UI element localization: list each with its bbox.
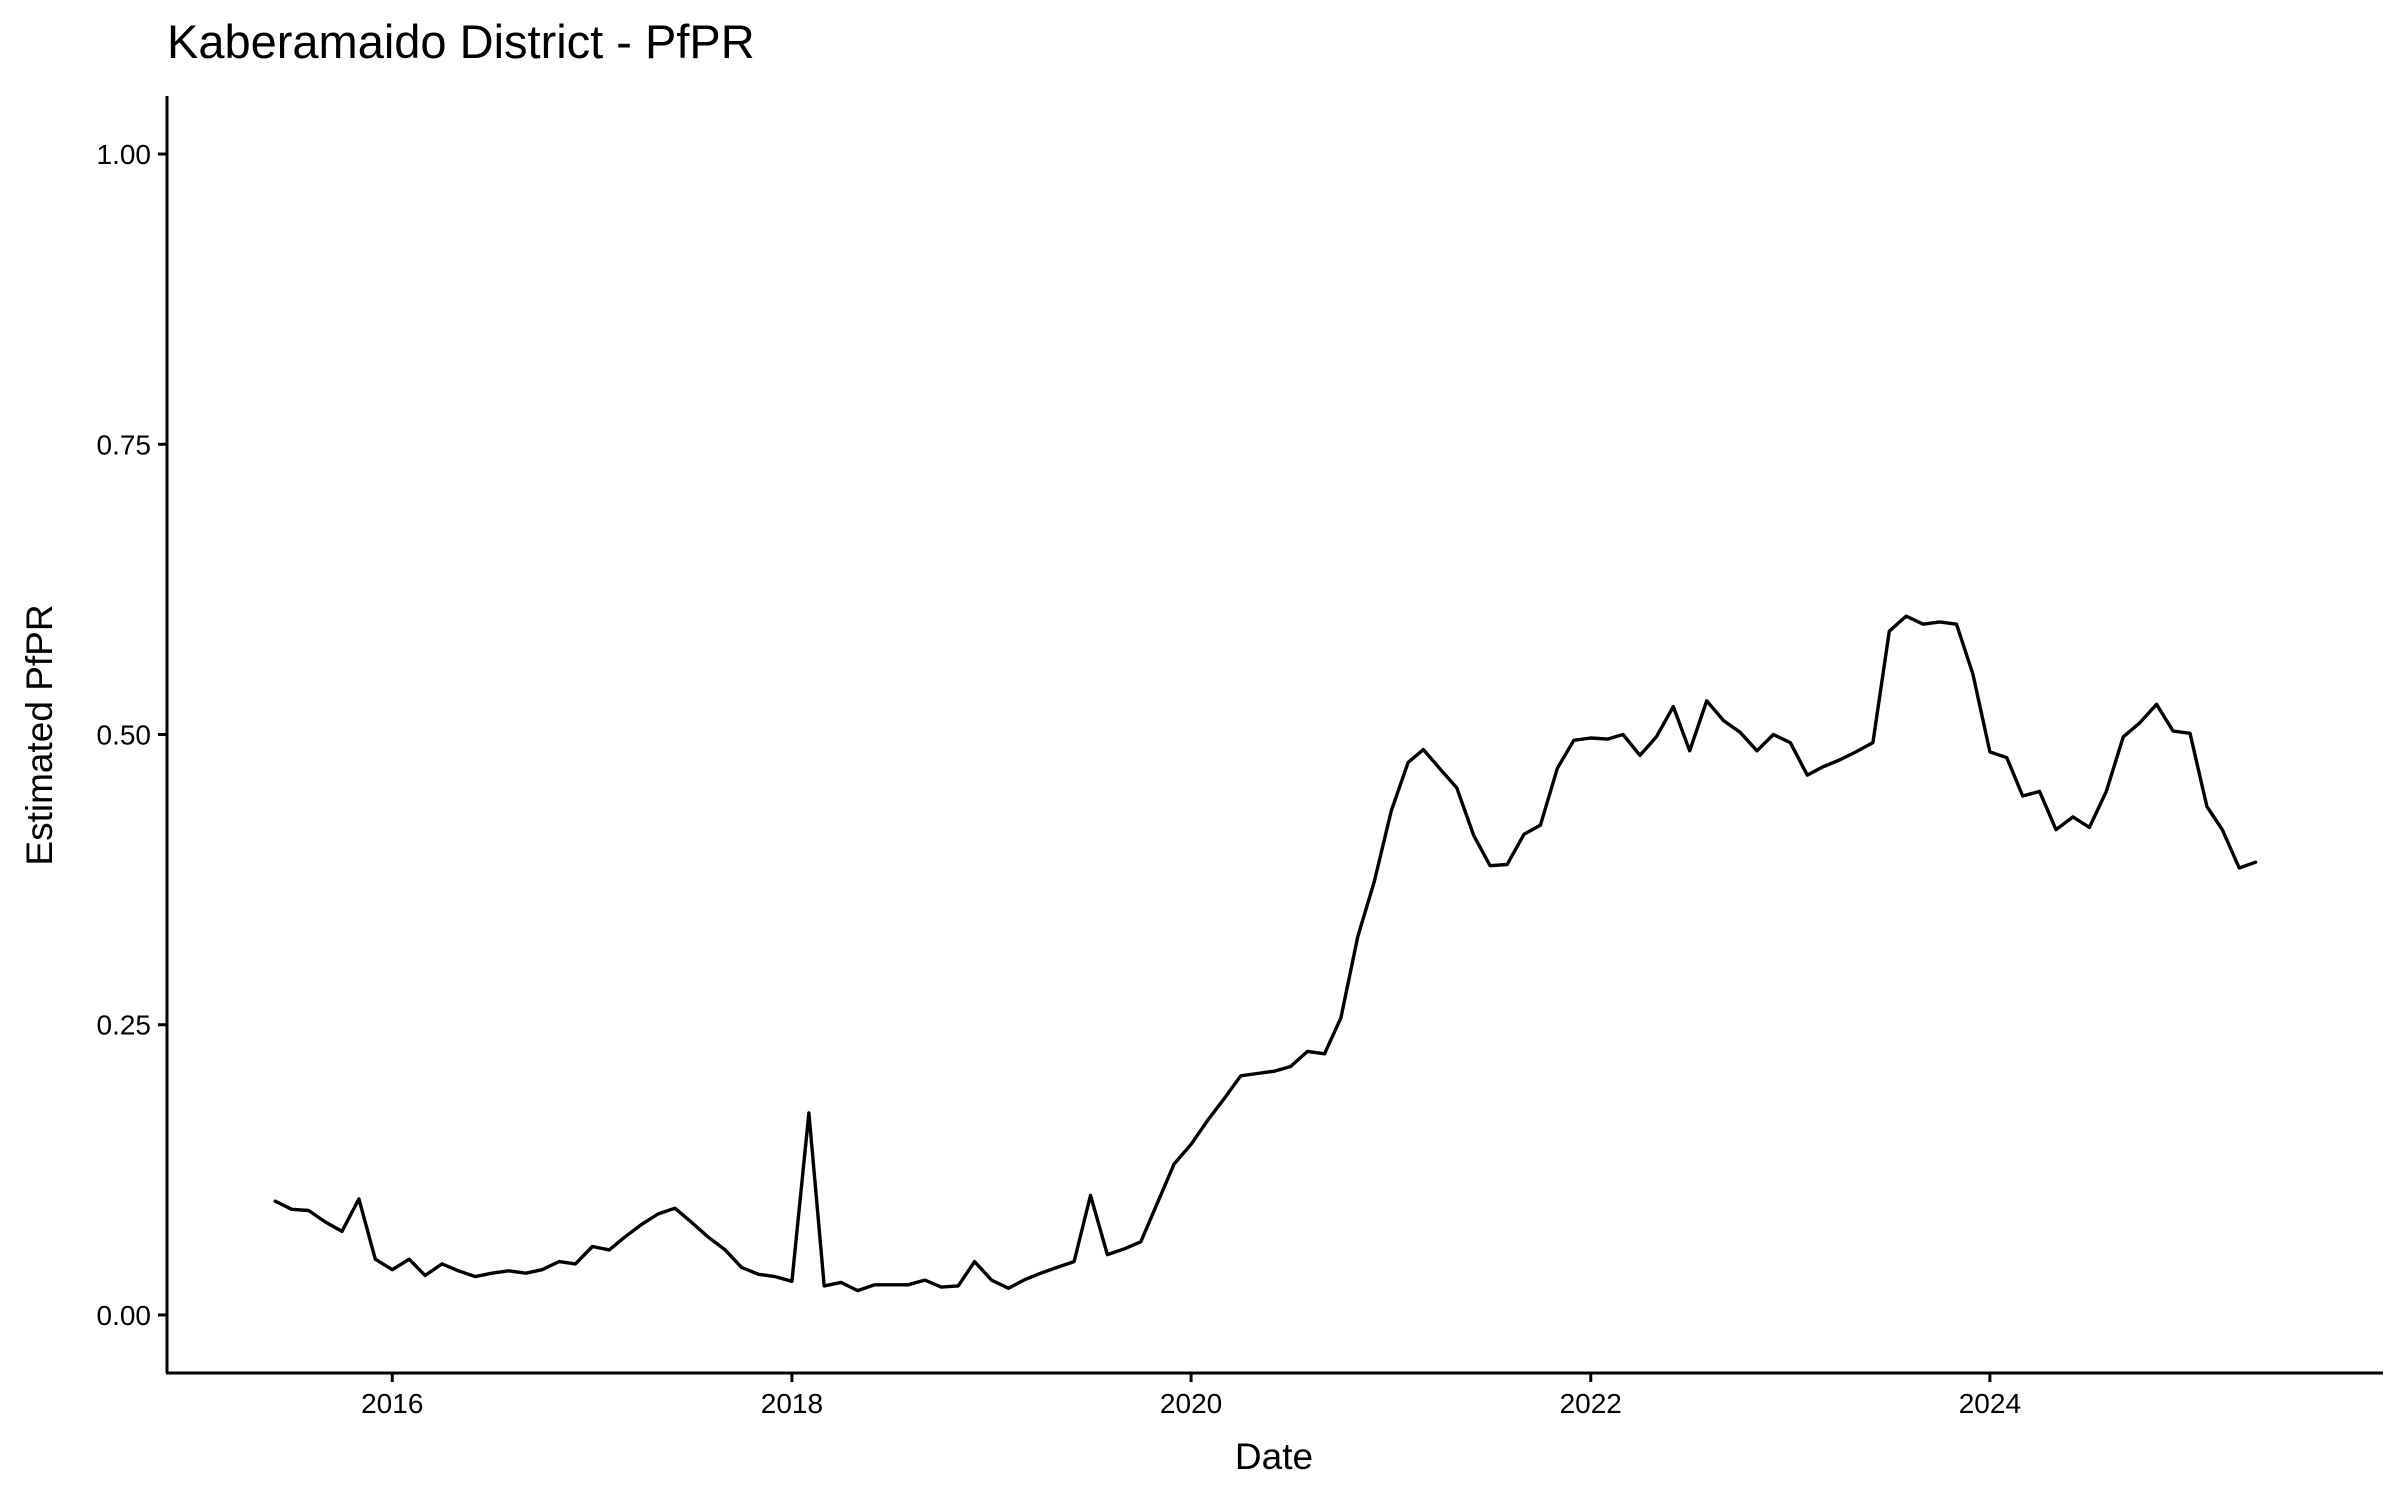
x-tick-label: 2020: [1160, 1388, 1222, 1419]
x-tick-label: 2022: [1560, 1388, 1622, 1419]
x-axis-ticks: 2016 2018 2020 2022 2024: [361, 1373, 2021, 1419]
series-line-pfpr: [273, 614, 2258, 1293]
y-axis-title: Estimated PfPR: [19, 604, 60, 865]
x-tick-label: 2016: [361, 1388, 423, 1419]
y-axis-ticks: 0.00 0.25 0.50 0.75 1.00: [97, 139, 167, 1331]
y-tick-label: 0.00: [97, 1300, 152, 1331]
x-tick-label: 2024: [1959, 1388, 2021, 1419]
x-tick-label: 2018: [761, 1388, 823, 1419]
y-tick-label: 0.25: [97, 1010, 152, 1041]
y-tick-label: 0.75: [97, 429, 152, 460]
x-axis-title: Date: [1235, 1436, 1313, 1477]
plot-area: [273, 614, 2258, 1293]
y-tick-label: 1.00: [97, 139, 152, 170]
chart-title: Kaberamaido District - PfPR: [167, 15, 755, 68]
y-tick-label: 0.50: [97, 720, 152, 751]
